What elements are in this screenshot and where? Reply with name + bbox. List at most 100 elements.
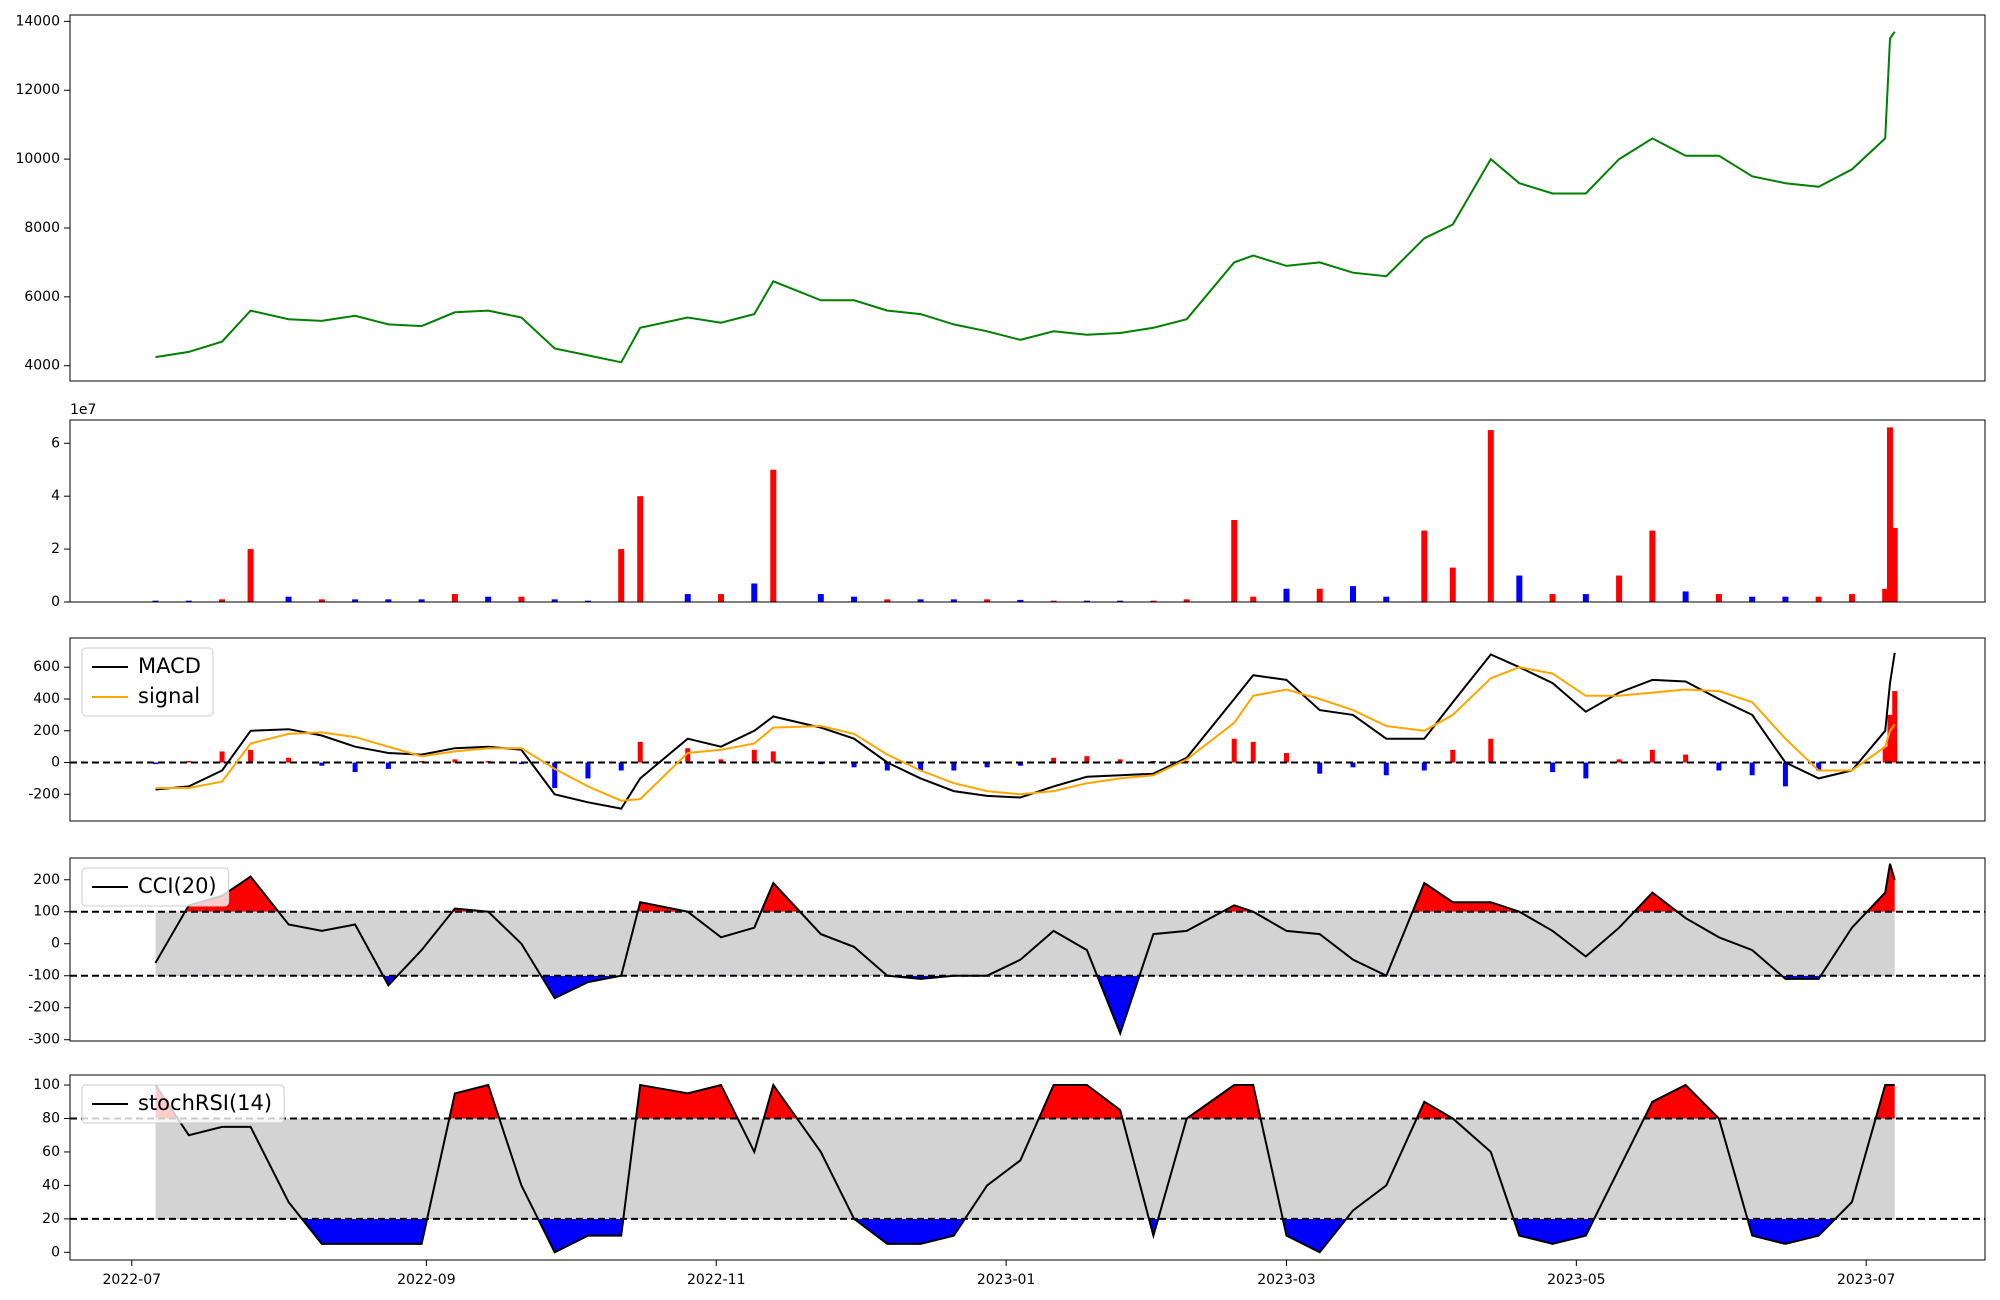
histogram-bar — [685, 748, 691, 763]
bar — [551, 599, 558, 602]
y-tick-label: 400 — [33, 691, 60, 707]
histogram-bar — [1317, 762, 1323, 774]
histogram-bar — [1716, 762, 1722, 771]
plot-area — [152, 427, 1898, 602]
bar — [1117, 600, 1124, 602]
y-tick-label: 12000 — [15, 82, 60, 98]
axes-frame — [69, 1074, 1986, 1261]
histogram-bar — [1017, 762, 1023, 766]
bar — [1715, 594, 1722, 602]
bar — [1017, 599, 1024, 602]
histogram-bar — [1583, 762, 1589, 779]
bar — [1549, 594, 1556, 602]
bar — [584, 600, 591, 602]
bar — [1449, 567, 1456, 602]
legend-box — [81, 647, 214, 717]
histogram-bar — [918, 762, 924, 771]
bar — [637, 496, 644, 602]
y-tick-label: 6 — [51, 435, 60, 451]
bar — [219, 599, 226, 602]
y-tick-label: 100 — [33, 904, 60, 920]
histogram-bar — [718, 759, 724, 763]
bar — [718, 594, 725, 602]
histogram-bar — [1887, 714, 1893, 763]
bar — [1682, 591, 1689, 602]
histogram-bar — [419, 760, 425, 763]
y-tick-label: -100 — [28, 968, 60, 984]
histogram-bar — [153, 762, 159, 765]
y-tick-label: 600 — [33, 659, 60, 675]
plot-area — [70, 1082, 1985, 1254]
bar — [1421, 530, 1428, 602]
bar — [1882, 588, 1889, 602]
legend-label: MACD — [138, 654, 201, 678]
y-tick-label: -200 — [28, 1000, 60, 1016]
y-tick-label: 200 — [33, 872, 60, 888]
y-tick-label: 20 — [42, 1211, 60, 1227]
bar — [318, 599, 325, 602]
offset-label: 1e7 — [70, 402, 96, 418]
legend-label: stochRSI(14) — [138, 1091, 272, 1115]
legend-box — [81, 867, 230, 907]
bar — [984, 599, 991, 602]
histogram-bar — [1383, 762, 1389, 776]
y-tick-label: 6000 — [24, 289, 60, 305]
bar — [485, 596, 492, 602]
y-tick-label: -200 — [28, 786, 60, 802]
x-tick-label: 2022-11 — [687, 1272, 746, 1288]
legend-label: signal — [138, 684, 200, 708]
panel: -300 -200 -100 0 100 200 CCI(20) — [28, 857, 1986, 1048]
bar — [1749, 596, 1756, 602]
plot-area — [155, 31, 1896, 364]
histogram-bar — [452, 759, 458, 763]
histogram-bar — [1283, 753, 1289, 763]
bar — [1649, 530, 1656, 602]
bar — [1891, 527, 1898, 602]
x-tick-label: 2023-03 — [1257, 1272, 1316, 1288]
y-tick-label: 0 — [51, 755, 60, 771]
axes-frame — [69, 637, 1986, 822]
legend-label: CCI(20) — [138, 874, 217, 898]
x-tick-label: 2022-09 — [397, 1272, 456, 1288]
y-tick-label: 0 — [51, 936, 60, 952]
x-tick-label: 2022-07 — [103, 1272, 162, 1288]
bar — [518, 596, 525, 602]
line — [154, 863, 1896, 1037]
bar — [1815, 596, 1822, 602]
y-tick-label: 0 — [51, 1244, 60, 1260]
panel: -200 0 200 400 600 MACD signal — [28, 637, 1986, 822]
plot-area — [70, 863, 1985, 1037]
bar — [1250, 596, 1257, 602]
histogram-bar — [186, 760, 192, 763]
bar — [1231, 519, 1238, 602]
bar — [1848, 594, 1855, 602]
bar — [851, 596, 858, 602]
histogram-bar — [1250, 741, 1256, 763]
histogram-bar — [1749, 762, 1755, 776]
histogram-bar — [352, 762, 358, 773]
y-tick-label: 0 — [51, 594, 60, 610]
x-tick-label: 2023-05 — [1547, 1272, 1606, 1288]
band — [155, 1118, 1895, 1219]
histogram-bar — [1882, 746, 1888, 763]
histogram-bar — [851, 762, 857, 768]
histogram-bar — [1683, 754, 1689, 763]
y-tick-label: 4 — [51, 488, 60, 504]
bar — [1582, 594, 1589, 602]
bar — [385, 599, 392, 602]
bar — [770, 469, 777, 602]
bar — [1383, 596, 1390, 602]
bar — [352, 599, 359, 602]
histogram-bar — [1816, 762, 1822, 771]
histogram-bar — [1350, 762, 1356, 768]
line — [155, 652, 1896, 810]
bar — [152, 600, 159, 602]
y-tick-label: 40 — [42, 1177, 60, 1193]
histogram-bar — [585, 762, 591, 779]
axes-frame — [69, 419, 1986, 603]
histogram-bar — [1782, 762, 1788, 787]
panel: 0 2 4 6 1e7 — [51, 402, 1986, 610]
histogram-bar — [1649, 749, 1655, 763]
y-tick-label: -300 — [28, 1032, 60, 1048]
